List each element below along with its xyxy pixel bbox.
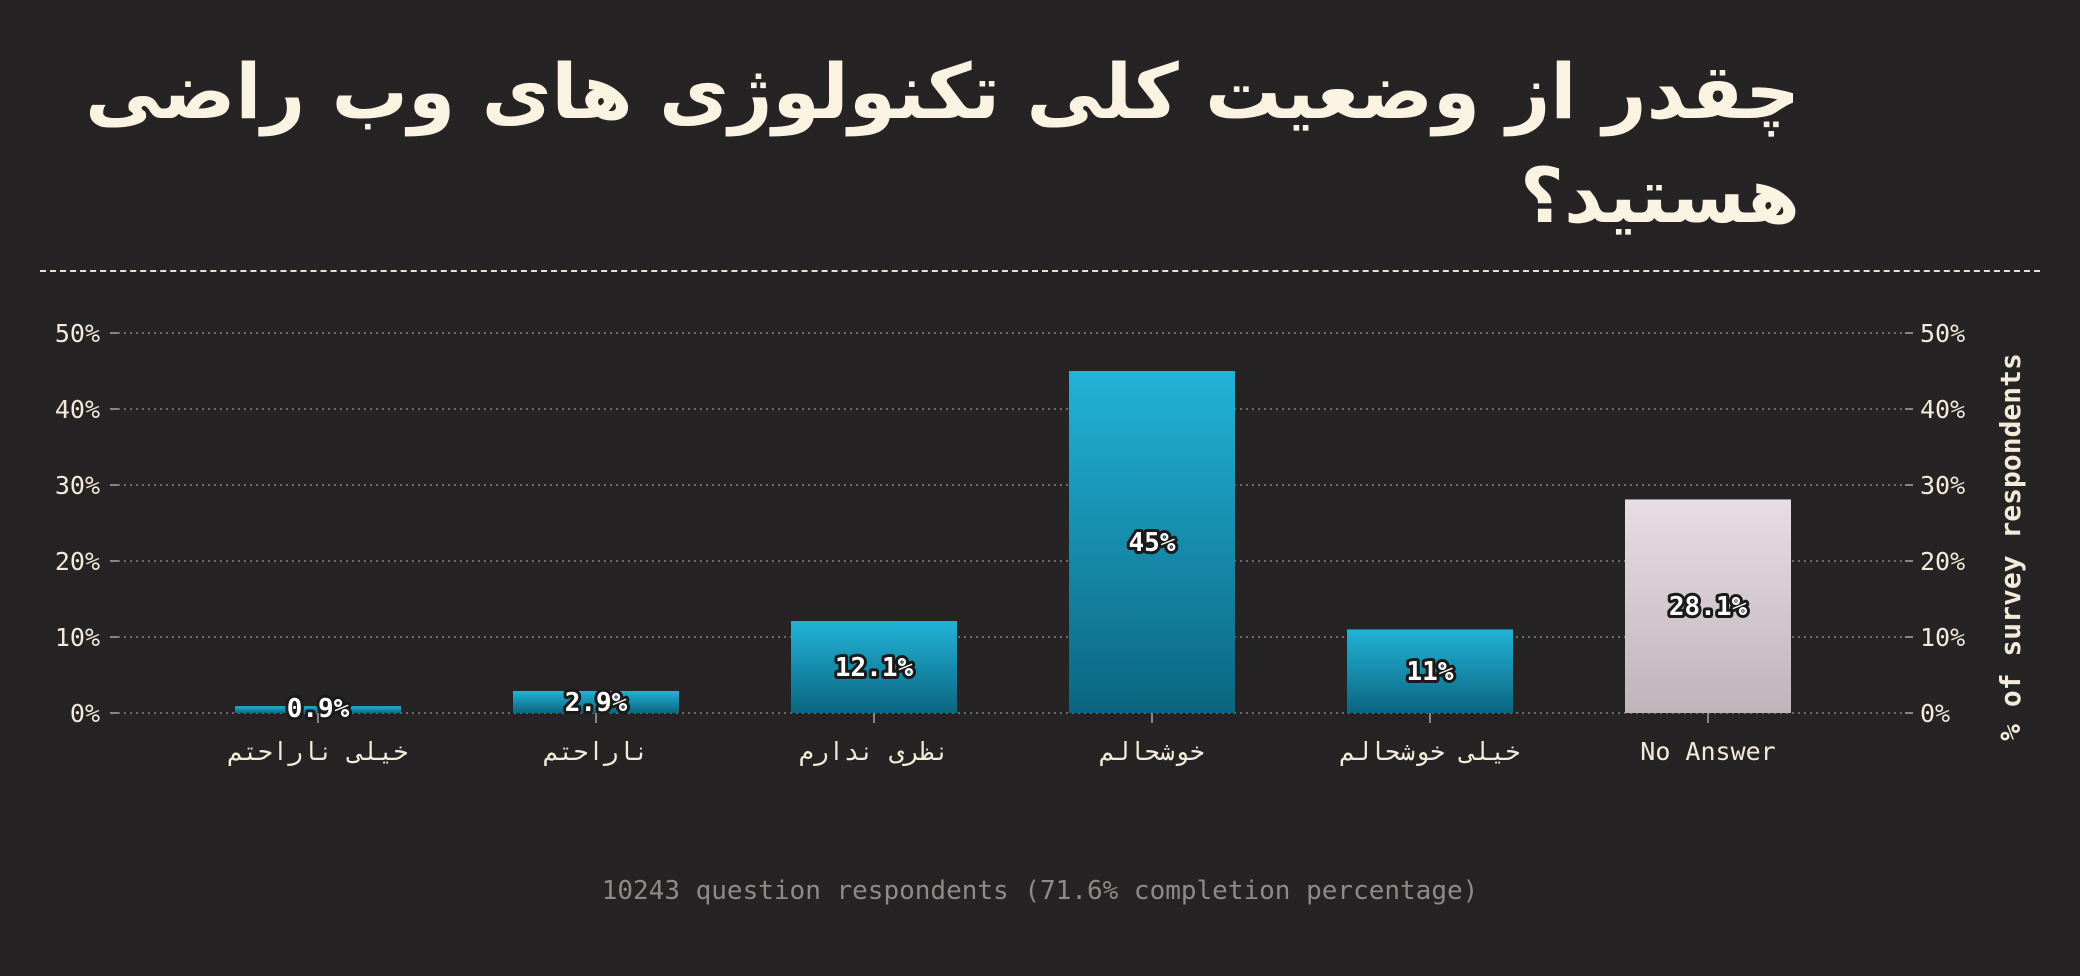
respondents-footnote: 10243 question respondents (71.6% comple… bbox=[601, 876, 1479, 906]
gridlines bbox=[118, 332, 1905, 714]
x-tick-label: خیلی ناراحتم bbox=[228, 737, 409, 766]
axis-ticks: 0% 0% 10% 10% 20% 20% 30% 30% 40% 40% 50% 50% خیلی ن… bbox=[55, 319, 1965, 766]
y-tick-label-right: 50% bbox=[1920, 319, 1965, 348]
data-labels: 0.9% 2.9%12.1%45%11%28.1% bbox=[284, 525, 1751, 727]
bar-chart: 0.9% 2.9%12.1%45%11%28.1% 0% 0%10% 10%20% 20… bbox=[55, 319, 2027, 766]
y-tick-label-left: 10% bbox=[55, 623, 100, 652]
x-tick-label: No Answer bbox=[1640, 737, 1775, 766]
y-tick-label-left: 50% bbox=[55, 319, 100, 348]
bar-4 bbox=[1347, 629, 1513, 713]
bar-5 bbox=[1625, 499, 1791, 713]
data-label: 11% bbox=[1407, 657, 1454, 687]
y-tick-label-left: 30% bbox=[55, 471, 100, 500]
y-tick-label-left: 0% bbox=[70, 699, 100, 728]
title-divider bbox=[40, 270, 2040, 272]
y-tick-label-right: 40% bbox=[1920, 395, 1965, 424]
data-label: 12.1% bbox=[835, 653, 914, 683]
y-tick-label-right: 10% bbox=[1920, 623, 1965, 652]
bar-1 bbox=[513, 690, 679, 713]
bars bbox=[235, 371, 1791, 713]
data-label: 45% bbox=[1129, 528, 1176, 558]
chart-title: چقدر از وضعیت کلی تکنولوژی های وب راضی ه… bbox=[85, 47, 1800, 240]
x-tick-label: خیلی خوشحالم bbox=[1340, 737, 1521, 766]
y-tick-label-right: 0% bbox=[1920, 699, 1950, 728]
y-tick-label-left: 40% bbox=[55, 395, 100, 424]
x-tick-label: ناراحتم bbox=[543, 737, 648, 766]
x-tick-label: نظری ندارم bbox=[799, 737, 950, 766]
bar-3 bbox=[1069, 371, 1235, 713]
y-axis-label: % of survey respondents bbox=[1994, 353, 2027, 741]
bar-0 bbox=[235, 706, 401, 713]
x-tick-label: خوشحالم bbox=[1099, 737, 1204, 766]
bar-2 bbox=[791, 621, 957, 713]
y-tick-label-left: 20% bbox=[55, 547, 100, 576]
y-tick-label-right: 30% bbox=[1920, 471, 1965, 500]
data-label: 28.1% bbox=[1669, 592, 1748, 622]
y-tick-label-right: 20% bbox=[1920, 547, 1965, 576]
